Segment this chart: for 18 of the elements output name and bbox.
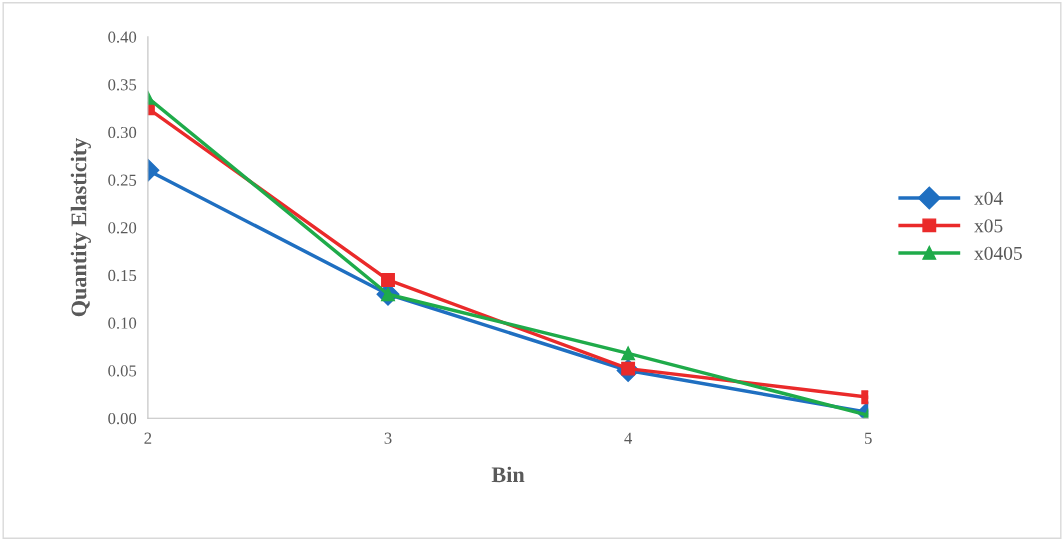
y-tick-label: 0.10 bbox=[108, 317, 137, 329]
y-axis-title: Quantity Elasticity bbox=[70, 137, 91, 317]
y-tick-label: 0.40 bbox=[108, 31, 137, 43]
y-tick-label: 0.20 bbox=[108, 222, 137, 234]
legend-label: x05 bbox=[974, 219, 1003, 233]
y-tick-label: 0.00 bbox=[108, 412, 137, 425]
y-tick-label: 0.05 bbox=[108, 365, 137, 377]
x-tick-label: 2 bbox=[144, 432, 152, 444]
x-tick-label: 4 bbox=[624, 432, 633, 444]
y-tick-label: 0.25 bbox=[108, 174, 137, 186]
x-tick-label: 5 bbox=[865, 432, 872, 444]
legend-label: x04 bbox=[974, 191, 1003, 205]
y-tick-label: 0.35 bbox=[108, 79, 137, 91]
y-tick-label: 0.30 bbox=[108, 126, 137, 139]
y-tick-label: 0.15 bbox=[108, 269, 137, 282]
x-axis-title: Bin bbox=[491, 466, 525, 483]
legend-label: x0405 bbox=[974, 246, 1022, 260]
x-tick-label: 3 bbox=[384, 432, 392, 444]
